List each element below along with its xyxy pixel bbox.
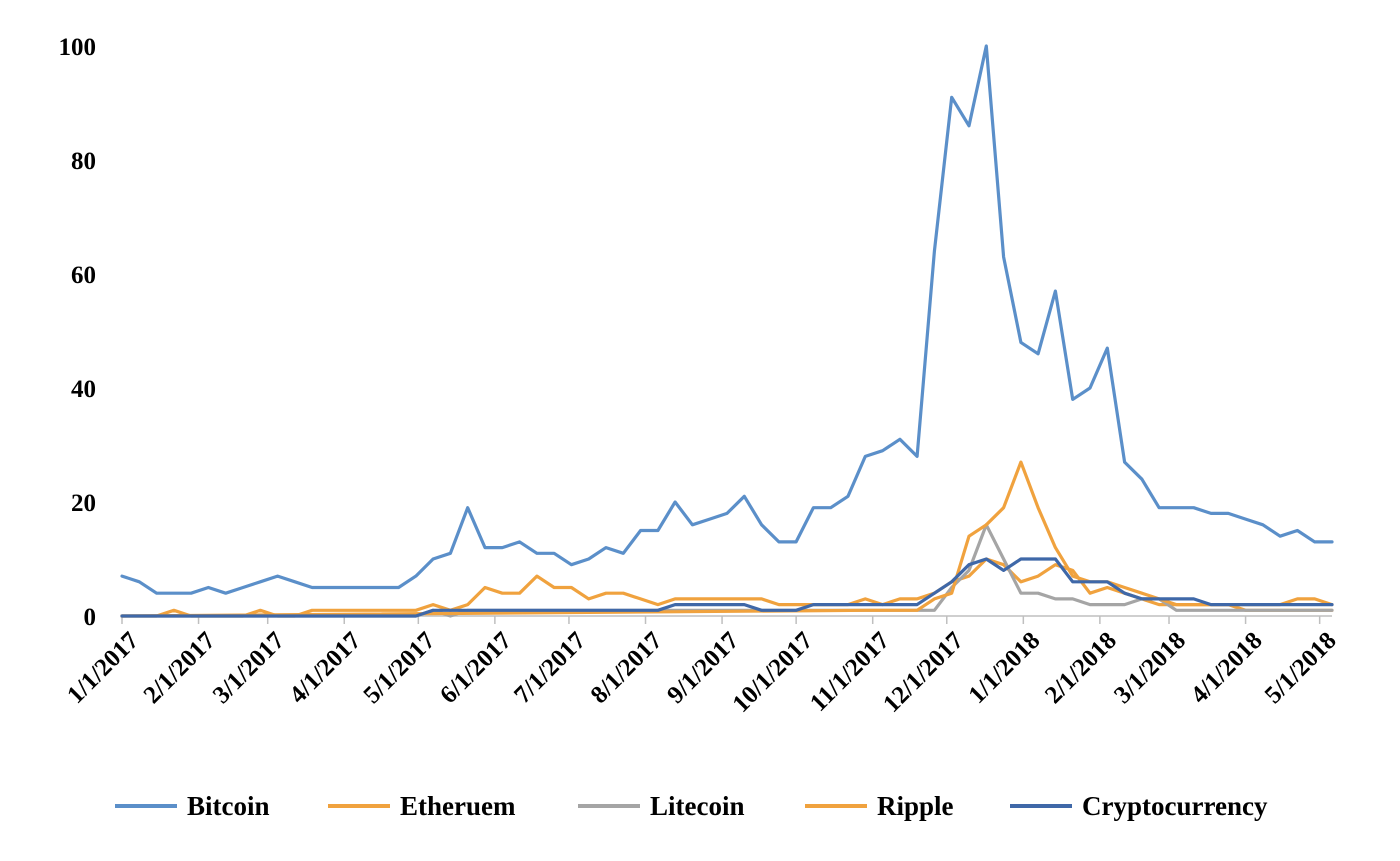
series-line-ripple [120,460,1334,618]
y-tick-label: 0 [84,604,97,631]
x-tick-label: 7/1/2017 [509,627,591,709]
legend-label-etheruem: Etheruem [400,791,516,821]
x-tick-label: 1/1/2018 [963,627,1045,709]
series-line-etheruem [120,557,1334,618]
x-tick-label: 12/1/2017 [878,627,969,718]
x-tick-label: 8/1/2017 [586,627,668,709]
y-axis-tick-labels: 0 20 40 60 80 100 [59,34,97,631]
series-line-bitcoin [120,44,1334,595]
x-tick-label: 4/1/2017 [284,627,366,709]
y-tick-label: 60 [71,262,96,289]
series-line-cryptocurrency [120,557,1334,618]
x-tick-label: 5/1/2018 [1260,627,1342,709]
legend-label-litecoin: Litecoin [650,791,745,821]
series-lines [120,44,1334,618]
x-tick-label: 1/1/2017 [62,627,144,709]
x-tick-label: 3/1/2017 [208,627,290,709]
y-tick-label: 80 [71,148,96,175]
y-tick-label: 100 [59,34,97,61]
x-tick-label: 10/1/2017 [727,627,818,718]
x-tick-label: 3/1/2018 [1109,627,1191,709]
x-tick-label: 6/1/2017 [435,627,517,709]
legend: Bitcoin Etheruem Litecoin Ripple Cryptocurre… [115,791,1268,821]
y-tick-label: 40 [71,376,96,403]
x-tick-label: 2/1/2017 [139,627,221,709]
x-tick-label: 4/1/2018 [1186,627,1268,709]
y-tick-label: 20 [71,490,96,517]
x-tick-label: 5/1/2017 [358,627,440,709]
x-tick-label: 2/1/2018 [1040,627,1122,709]
legend-label-ripple: Ripple [877,791,954,821]
legend-label-cryptocurrency: Cryptocurrency [1082,791,1268,821]
x-axis-tick-labels: 1/1/20172/1/20173/1/20174/1/20175/1/2017… [62,627,1342,718]
legend-label-bitcoin: Bitcoin [187,791,270,821]
